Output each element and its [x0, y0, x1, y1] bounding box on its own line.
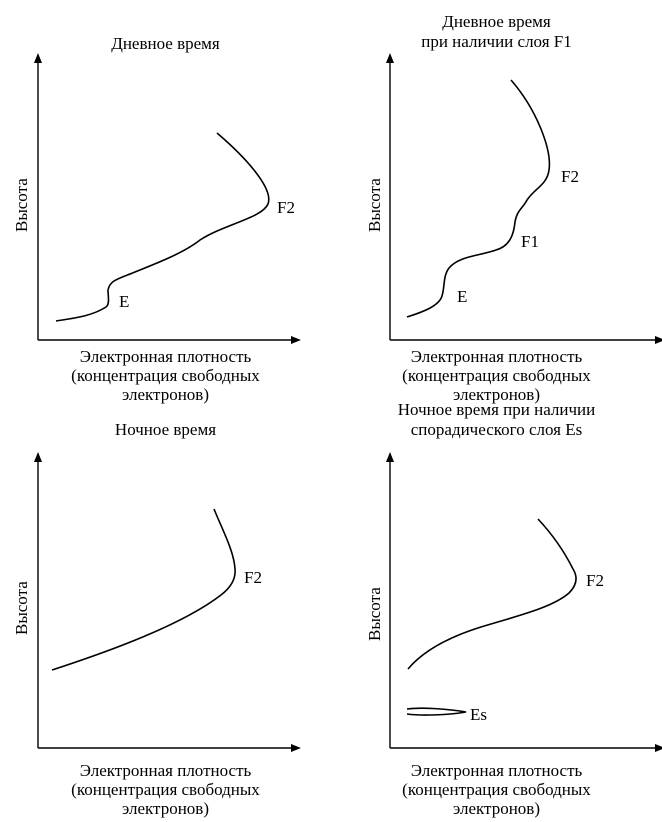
density-profile-curve	[51, 508, 236, 671]
density-profile-curve	[55, 132, 270, 322]
panel-night-es: Ночное время при наличии спорадического …	[331, 400, 662, 822]
x-axis-label: Электронная плотность (концентрация своб…	[331, 347, 662, 404]
layer-label-f2: F2	[277, 198, 295, 217]
xlabel-line: (концентрация свободных	[402, 780, 591, 799]
xlabel-line: электронов)	[453, 385, 540, 404]
panel-title: Дневное время	[0, 34, 331, 54]
density-profile-curve	[407, 518, 577, 670]
density-profile-curve	[406, 79, 551, 318]
layer-label-f2: F2	[586, 571, 604, 590]
layer-label-f2: F2	[561, 167, 579, 186]
layer-label-f1: F1	[521, 232, 539, 251]
xlabel-line: Электронная плотность	[79, 347, 252, 366]
x-axis-label: Электронная плотность (концентрация своб…	[0, 761, 331, 818]
x-axis-label: Электронная плотность (концентрация своб…	[331, 761, 662, 818]
xlabel-line: электронов)	[453, 799, 540, 818]
y-axis-label: Высота	[12, 178, 31, 232]
profile-plot: F2	[34, 452, 301, 752]
y-axis-label: Высота	[365, 587, 384, 641]
panel-daytime-f1: Дневное время при наличии слоя F1 F2 F1 …	[331, 0, 662, 411]
y-axis-label: Высота	[12, 581, 31, 635]
panel-title: Ночное время при наличии спорадического …	[331, 400, 662, 440]
profile-plot: F2 F1 E	[386, 53, 662, 344]
panel-daytime: Дневное время F2 E Высота Электронная пл…	[0, 0, 331, 411]
xlabel-line: Электронная плотность	[410, 761, 583, 780]
title-line: спорадического слоя Es	[410, 420, 583, 439]
layer-label-e: E	[457, 287, 467, 306]
layer-label-es: Es	[470, 705, 487, 724]
panel-title: Дневное время при наличии слоя F1	[331, 12, 662, 52]
layer-label-e: E	[119, 292, 129, 311]
profile-plot: F2 Es	[386, 452, 662, 752]
title-line: Ночное время	[114, 420, 217, 439]
title-line: Ночное время при наличии	[397, 400, 596, 419]
xlabel-line: электронов)	[122, 799, 209, 818]
profile-plot: F2 E	[34, 53, 301, 344]
panel-night: Ночное время F2 Высота Электронная плотн…	[0, 411, 331, 822]
x-axis-label: Электронная плотность (концентрация своб…	[0, 347, 331, 404]
xlabel-line: (концентрация свободных	[71, 780, 260, 799]
title-line: при наличии слоя F1	[421, 32, 572, 51]
xlabel-line: Электронная плотность	[410, 347, 583, 366]
xlabel-line: (концентрация свободных	[71, 366, 260, 385]
layer-label-f2: F2	[244, 568, 262, 587]
title-line: Дневное время	[442, 12, 551, 31]
title-line: Дневное время	[111, 34, 220, 53]
xlabel-line: (концентрация свободных	[402, 366, 591, 385]
xlabel-line: электронов)	[122, 385, 209, 404]
panel-title: Ночное время	[0, 420, 331, 440]
xlabel-line: Электронная плотность	[79, 761, 252, 780]
sporadic-es-layer	[406, 707, 467, 716]
y-axis-label: Высота	[365, 178, 384, 232]
